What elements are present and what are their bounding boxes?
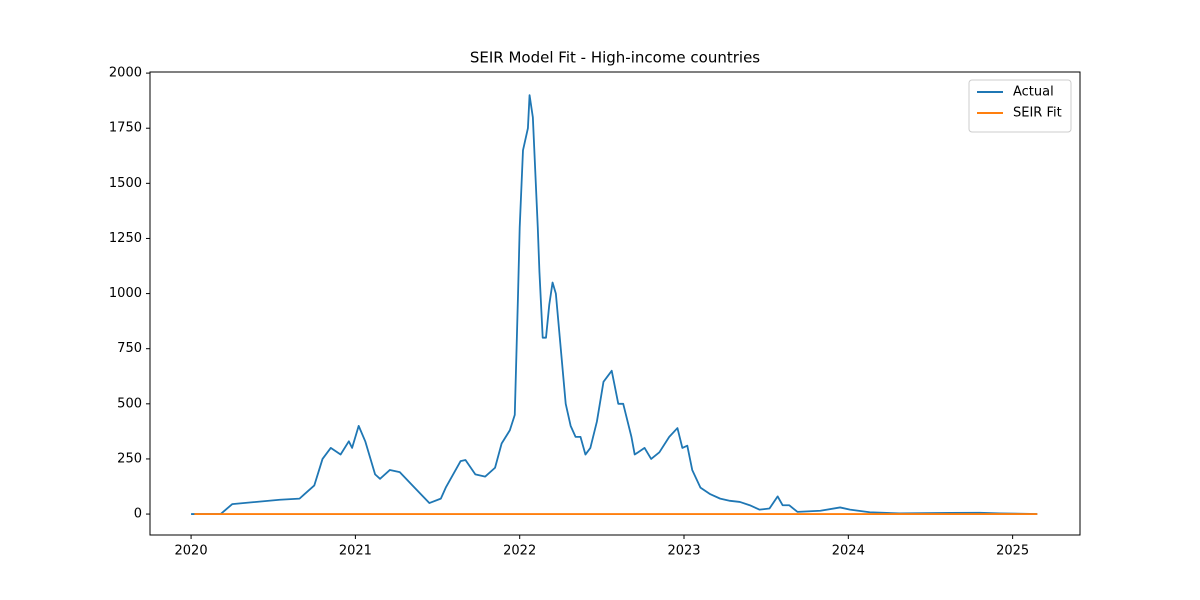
y-tick-label: 0 (134, 507, 142, 522)
y-tick-label: 250 (117, 451, 142, 466)
y-tick-label: 1500 (109, 176, 142, 191)
y-tick-label: 750 (117, 341, 142, 356)
legend-label: Actual (1013, 85, 1054, 100)
y-tick-label: 500 (117, 396, 142, 411)
x-tick-label: 2023 (667, 544, 700, 559)
x-tick-label: 2022 (503, 544, 536, 559)
plot-frame (149, 71, 1081, 536)
chart-title: SEIR Model Fit - High-income countries (470, 49, 760, 67)
x-tick-label: 2024 (832, 544, 865, 559)
legend-label: SEIR Fit (1013, 106, 1062, 121)
y-tick-label: 2000 (109, 66, 142, 81)
x-tick-label: 2021 (339, 544, 372, 559)
y-tick-label: 1750 (109, 121, 142, 136)
y-tick-label: 1250 (109, 231, 142, 246)
y-tick-label: 1000 (109, 286, 142, 301)
x-tick-label: 2025 (996, 544, 1029, 559)
x-tick-label: 2020 (175, 544, 208, 559)
series-line (191, 94, 1038, 515)
